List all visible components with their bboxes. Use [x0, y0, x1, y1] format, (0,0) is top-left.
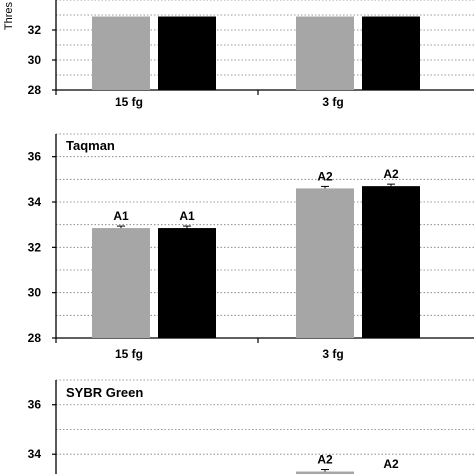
y-tick-label: 34 — [28, 195, 42, 209]
bar — [362, 186, 420, 338]
bar — [362, 16, 420, 90]
y-tick-label: 28 — [28, 83, 42, 97]
y-tick-label: 36 — [28, 150, 42, 164]
y-tick-label: 30 — [28, 53, 42, 67]
y-tick-label: 32 — [28, 240, 42, 254]
data-label: A1 — [179, 209, 195, 223]
x-tick-label: 15 fg — [115, 347, 143, 361]
x-tick-label: 3 fg — [322, 95, 343, 109]
data-label: A2 — [383, 167, 399, 181]
data-label: A2 — [317, 169, 333, 183]
panel-title: Taqman — [66, 138, 115, 153]
y-tick-label: 28 — [28, 331, 42, 345]
panel-title: SYBR Green — [66, 385, 143, 400]
y-tick-label: 36 — [28, 398, 42, 412]
chart-panel-2: 28 30 32 34 36 15 fg 3 fg Taqman A1 A2 A1 A2 — [28, 133, 474, 361]
data-label: A2 — [383, 457, 399, 471]
chart-panel-1: 28 30 32 15 fg 3 fg Thres — [3, 0, 474, 109]
data-label: A2 — [317, 453, 333, 467]
bar — [158, 228, 216, 338]
data-label: A1 — [113, 209, 129, 223]
bar — [296, 188, 354, 338]
y-axis-label: Thres — [3, 1, 15, 30]
y-tick-label: 30 — [28, 286, 42, 300]
bar — [296, 16, 354, 90]
bar — [92, 228, 150, 338]
bar — [158, 16, 216, 90]
x-tick-label: 15 fg — [115, 95, 143, 109]
y-tick-label: 32 — [28, 23, 42, 37]
chart-panel-3: 34 36 SYBR Green A2 A2 — [28, 379, 474, 474]
bar — [296, 471, 354, 474]
y-tick-label: 34 — [28, 447, 42, 461]
x-tick-label: 3 fg — [322, 347, 343, 361]
bar — [92, 16, 150, 90]
